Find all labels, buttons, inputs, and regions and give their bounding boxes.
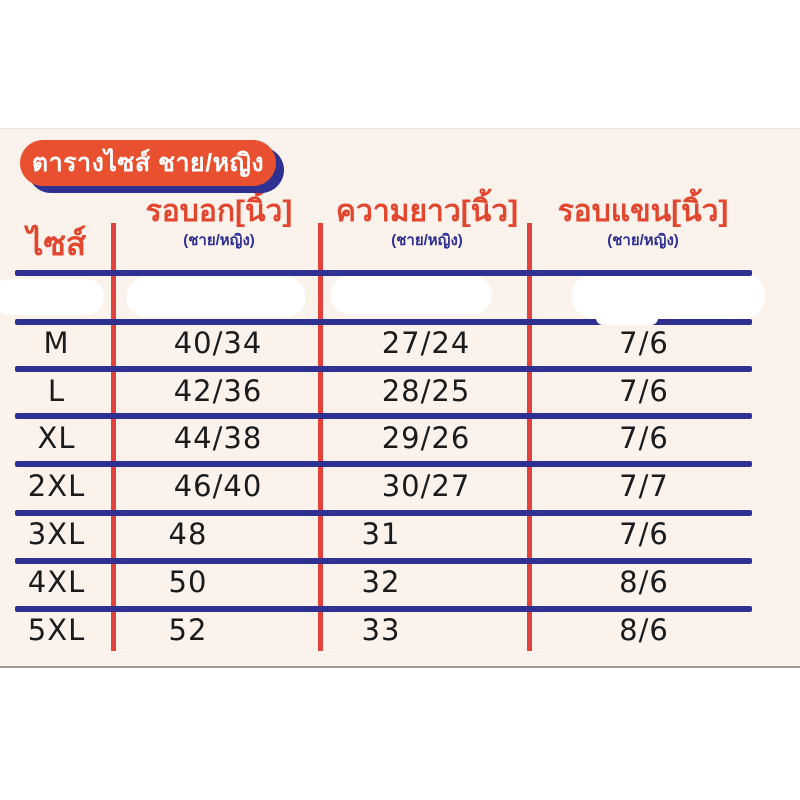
- arm-cell: 7/6: [619, 326, 669, 360]
- column-subtitle: (ชาย/หญิง): [391, 232, 463, 249]
- size-cell: L: [47, 374, 66, 408]
- length-cell: 28/25: [381, 374, 471, 408]
- table-hline: [15, 319, 752, 325]
- table-hline: [15, 461, 752, 467]
- arm-cell: 8/6: [619, 565, 669, 599]
- table-hline: [15, 510, 752, 516]
- title-badge: ตารางไซส์ ชาย/หญิง: [20, 140, 276, 186]
- table-row: M 40/34 27/24 7/6: [0, 321, 800, 365]
- column-title: รอบอก[นิ้ว]: [145, 195, 293, 228]
- column-header-size: ไซส์: [26, 225, 87, 262]
- table-row: XL 44/38 29/26 7/6: [0, 416, 800, 460]
- length-cell: 30/27: [381, 469, 471, 503]
- column-title: รอบแขน[นิ้ว]: [557, 195, 729, 228]
- erased-cell-patch: [0, 279, 104, 315]
- title-badge-label: ตารางไซส์ ชาย/หญิง: [31, 149, 265, 177]
- column-header-0: รอบอก[นิ้ว] (ชาย/หญิง): [118, 195, 320, 251]
- size-cell: 3XL: [27, 517, 86, 551]
- column-title: ความยาว[นิ้ว]: [335, 195, 519, 228]
- column-header-1: ความยาว[นิ้ว] (ชาย/หญิง): [325, 195, 529, 251]
- table-hline: [15, 366, 752, 372]
- table-vline: [527, 223, 532, 651]
- chest-cell: 46/40: [173, 469, 263, 503]
- arm-cell: 7/6: [619, 374, 669, 408]
- table-row: L 42/36 28/25 7/6: [0, 369, 800, 413]
- table-hline: [15, 270, 752, 276]
- chest-cell: 48: [168, 517, 208, 551]
- chest-cell: 50: [168, 565, 208, 599]
- table-vline: [111, 223, 116, 651]
- chest-cell: 52: [168, 613, 208, 647]
- table-row: 5XL 52 33 8/6: [0, 608, 800, 652]
- table-vline: [318, 223, 323, 651]
- chest-cell: 44/38: [173, 421, 263, 455]
- size-cell: XL: [37, 421, 76, 455]
- size-cell: M: [43, 326, 70, 360]
- table-row: 4XL 50 32 8/6: [0, 560, 800, 604]
- size-cell: 2XL: [27, 469, 86, 503]
- erased-cell-patch: [126, 277, 306, 317]
- chest-cell: 42/36: [173, 374, 263, 408]
- column-subtitle: (ชาย/หญิง): [183, 232, 255, 249]
- column-subtitle: (ชาย/หญิง): [607, 232, 679, 249]
- length-cell: 31: [361, 517, 401, 551]
- erased-cell-patch: [596, 311, 658, 325]
- erased-cell-patch: [330, 276, 492, 314]
- arm-cell: 7/6: [619, 421, 669, 455]
- length-cell: 33: [361, 613, 401, 647]
- table-row: 2XL 46/40 30/27 7/7: [0, 464, 800, 508]
- table-row: 3XL 48 31 7/6: [0, 512, 800, 556]
- table-hline: [15, 558, 752, 564]
- column-header-2: รอบแขน[นิ้ว] (ชาย/หญิง): [534, 195, 752, 251]
- size-cell: 5XL: [27, 613, 86, 647]
- length-cell: 32: [361, 565, 401, 599]
- content-panel: ตารางไซส์ ชาย/หญิง ไซส์ รอบอก[นิ้ว] (ชาย/…: [0, 128, 800, 668]
- table-hline: [15, 413, 752, 419]
- chest-cell: 40/34: [173, 326, 263, 360]
- length-cell: 29/26: [381, 421, 471, 455]
- length-cell: 27/24: [381, 326, 471, 360]
- arm-cell: 7/6: [619, 517, 669, 551]
- arm-cell: 7/7: [619, 469, 669, 503]
- table-hline: [15, 606, 752, 612]
- size-cell: 4XL: [27, 565, 86, 599]
- arm-cell: 8/6: [619, 613, 669, 647]
